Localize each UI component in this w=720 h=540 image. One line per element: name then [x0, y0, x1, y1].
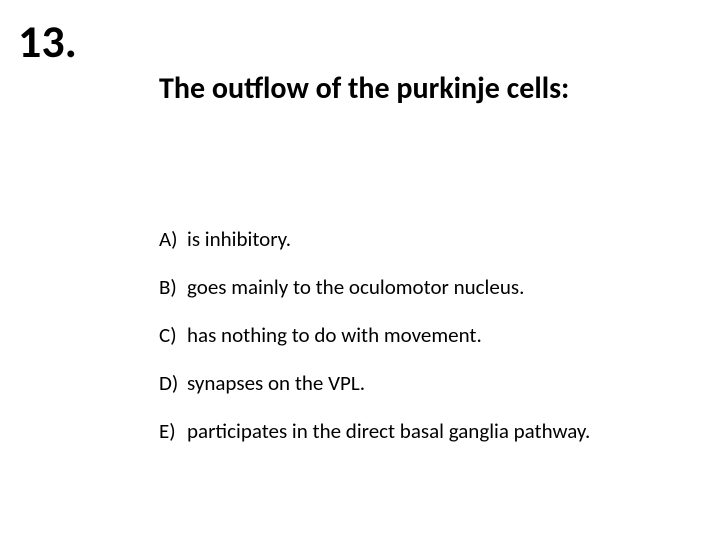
- option-d: D) synapses on the VPL.: [159, 370, 699, 396]
- option-marker: E): [159, 418, 187, 444]
- question-number: 13.: [18, 14, 77, 70]
- option-marker: B): [159, 274, 187, 300]
- option-text: is inhibitory.: [187, 226, 291, 252]
- option-text: has nothing to do with movement.: [187, 322, 482, 348]
- option-a: A) is inhibitory.: [159, 226, 699, 252]
- option-marker: D): [159, 370, 187, 396]
- option-marker: C): [159, 322, 187, 348]
- option-text: synapses on the VPL.: [187, 370, 365, 396]
- option-b: B) goes mainly to the oculomotor nucleus…: [159, 274, 699, 300]
- option-text: goes mainly to the oculomotor nucleus.: [187, 274, 524, 300]
- option-text: participates in the direct basal ganglia…: [187, 418, 590, 444]
- question-stem: The outflow of the purkinje cells:: [159, 70, 569, 107]
- slide: 13. The outflow of the purkinje cells: A…: [0, 0, 720, 540]
- option-marker: A): [159, 226, 187, 252]
- option-c: C) has nothing to do with movement.: [159, 322, 699, 348]
- options-list: A) is inhibitory. B) goes mainly to the …: [159, 226, 699, 466]
- option-e: E) participates in the direct basal gang…: [159, 418, 699, 444]
